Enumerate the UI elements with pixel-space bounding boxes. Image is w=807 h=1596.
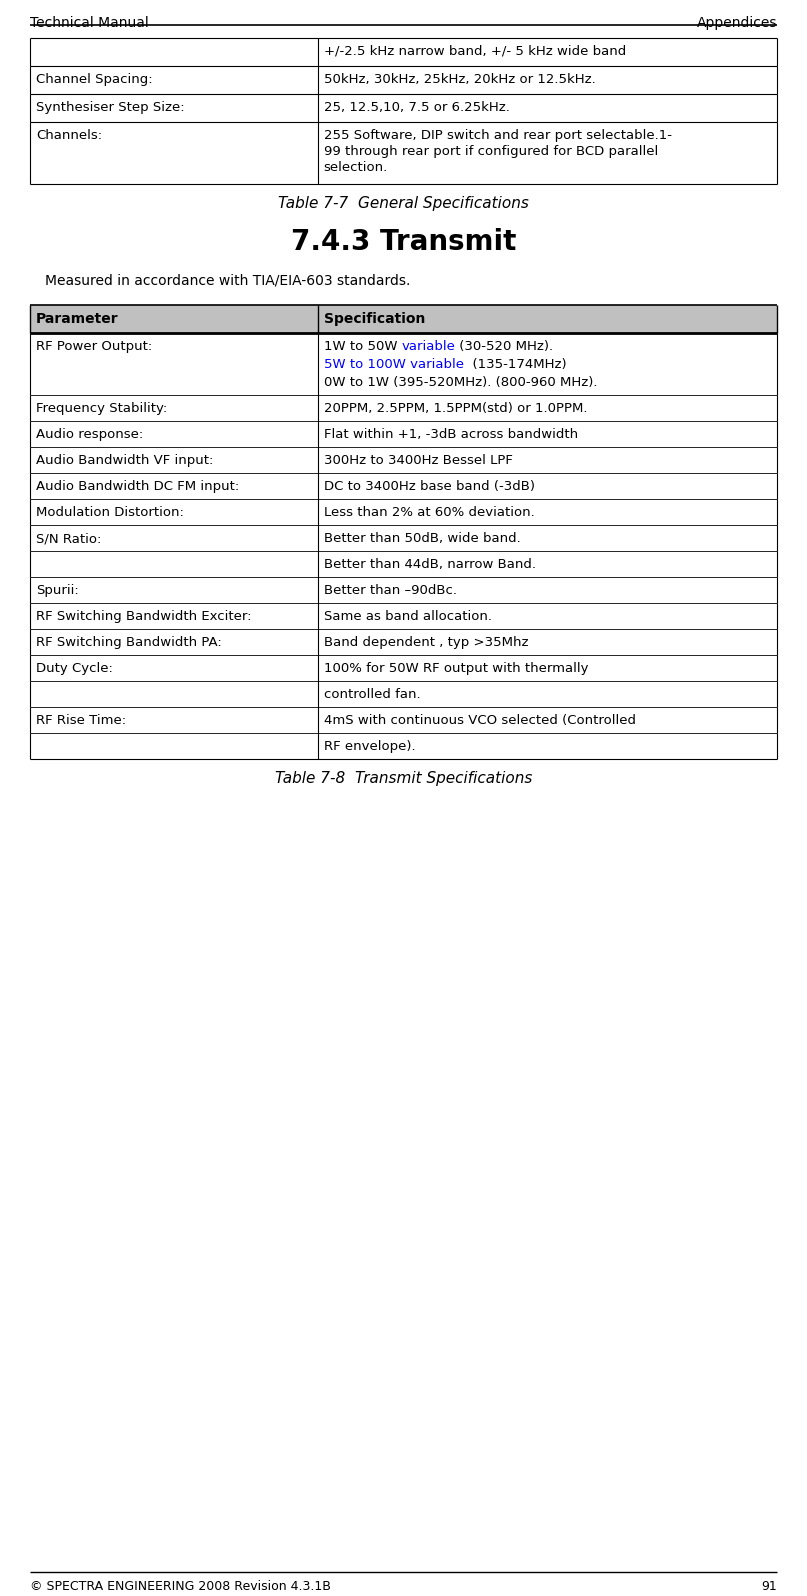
Bar (30, 629, 777, 654)
Bar (30, 121, 777, 184)
Text: (30-520 MHz).: (30-520 MHz). (455, 340, 554, 353)
Text: 25, 12.5,10, 7.5 or 6.25kHz.: 25, 12.5,10, 7.5 or 6.25kHz. (324, 101, 509, 113)
Text: Spurii:: Spurii: (36, 584, 79, 597)
Text: 20PPM, 2.5PPM, 1.5PPM(std) or 1.0PPM.: 20PPM, 2.5PPM, 1.5PPM(std) or 1.0PPM. (324, 402, 587, 415)
Text: 91: 91 (761, 1580, 777, 1593)
Bar (30, 334, 777, 394)
Bar (30, 447, 777, 472)
Text: Better than –90dBc.: Better than –90dBc. (324, 584, 457, 597)
Bar (30, 551, 777, 578)
Text: Audio Bandwidth DC FM input:: Audio Bandwidth DC FM input: (36, 480, 239, 493)
Text: 100% for 50W RF output with thermally: 100% for 50W RF output with thermally (324, 662, 588, 675)
Text: 50kHz, 30kHz, 25kHz, 20kHz or 12.5kHz.: 50kHz, 30kHz, 25kHz, 20kHz or 12.5kHz. (324, 73, 596, 86)
Text: 255 Software, DIP switch and rear port selectable.1-: 255 Software, DIP switch and rear port s… (324, 129, 671, 142)
Bar (30, 681, 777, 707)
Bar (30, 500, 777, 525)
Text: 99 through rear port if configured for BCD parallel: 99 through rear port if configured for B… (324, 145, 658, 158)
Bar (30, 472, 777, 500)
Text: Better than 50dB, wide band.: Better than 50dB, wide band. (324, 531, 521, 544)
Text: Channel Spacing:: Channel Spacing: (36, 73, 153, 86)
Text: +/-2.5 kHz narrow band, +/- 5 kHz wide band: +/-2.5 kHz narrow band, +/- 5 kHz wide b… (324, 45, 626, 57)
Text: Band dependent , typ >35Mhz: Band dependent , typ >35Mhz (324, 635, 528, 650)
Bar (30, 707, 777, 733)
Bar (30, 305, 777, 334)
Text: RF envelope).: RF envelope). (324, 741, 416, 753)
Text: Table 7-8  Transmit Specifications: Table 7-8 Transmit Specifications (275, 771, 532, 785)
Text: Technical Manual: Technical Manual (30, 16, 148, 30)
Text: 5W to 100W variable: 5W to 100W variable (324, 358, 463, 370)
Text: RF Rise Time:: RF Rise Time: (36, 713, 126, 728)
Text: Appendices: Appendices (696, 16, 777, 30)
Text: Table 7-7  General Specifications: Table 7-7 General Specifications (278, 196, 529, 211)
Text: S/N Ratio:: S/N Ratio: (36, 531, 102, 544)
Bar (30, 733, 777, 760)
Bar (30, 578, 777, 603)
Bar (30, 654, 777, 681)
Text: 4mS with continuous VCO selected (Controlled: 4mS with continuous VCO selected (Contro… (324, 713, 636, 728)
Text: 300Hz to 3400Hz Bessel LPF: 300Hz to 3400Hz Bessel LPF (324, 453, 512, 468)
Text: variable: variable (401, 340, 455, 353)
Text: Audio response:: Audio response: (36, 428, 144, 440)
Bar (30, 94, 777, 121)
Bar (30, 394, 777, 421)
Text: © SPECTRA ENGINEERING 2008 Revision 4.3.1B: © SPECTRA ENGINEERING 2008 Revision 4.3.… (30, 1580, 331, 1593)
Text: Modulation Distortion:: Modulation Distortion: (36, 506, 184, 519)
Text: Better than 44dB, narrow Band.: Better than 44dB, narrow Band. (324, 559, 536, 571)
Bar (30, 525, 777, 551)
Text: Less than 2% at 60% deviation.: Less than 2% at 60% deviation. (324, 506, 534, 519)
Text: Flat within +1, -3dB across bandwidth: Flat within +1, -3dB across bandwidth (324, 428, 578, 440)
Bar (30, 603, 777, 629)
Text: (135-174MHz): (135-174MHz) (463, 358, 567, 370)
Text: selection.: selection. (324, 161, 388, 174)
Text: Measured in accordance with TIA/EIA-603 standards.: Measured in accordance with TIA/EIA-603 … (45, 273, 411, 287)
Text: 7.4.3 Transmit: 7.4.3 Transmit (291, 228, 516, 255)
Text: controlled fan.: controlled fan. (324, 688, 420, 701)
Text: Channels:: Channels: (36, 129, 102, 142)
Bar (30, 421, 777, 447)
Text: Specification: Specification (324, 311, 425, 326)
Text: 0W to 1W (395-520MHz). (800-960 MHz).: 0W to 1W (395-520MHz). (800-960 MHz). (324, 377, 597, 389)
Bar (30, 38, 777, 65)
Text: RF Switching Bandwidth Exciter:: RF Switching Bandwidth Exciter: (36, 610, 252, 622)
Text: 1W to 50W: 1W to 50W (324, 340, 401, 353)
Text: DC to 3400Hz base band (-3dB): DC to 3400Hz base band (-3dB) (324, 480, 534, 493)
Text: Same as band allocation.: Same as band allocation. (324, 610, 491, 622)
Text: Parameter: Parameter (36, 311, 119, 326)
Text: Duty Cycle:: Duty Cycle: (36, 662, 113, 675)
Text: Synthesiser Step Size:: Synthesiser Step Size: (36, 101, 185, 113)
Text: RF Power Output:: RF Power Output: (36, 340, 153, 353)
Text: Audio Bandwidth VF input:: Audio Bandwidth VF input: (36, 453, 213, 468)
Text: Frequency Stability:: Frequency Stability: (36, 402, 167, 415)
Text: RF Switching Bandwidth PA:: RF Switching Bandwidth PA: (36, 635, 222, 650)
Bar (30, 65, 777, 94)
